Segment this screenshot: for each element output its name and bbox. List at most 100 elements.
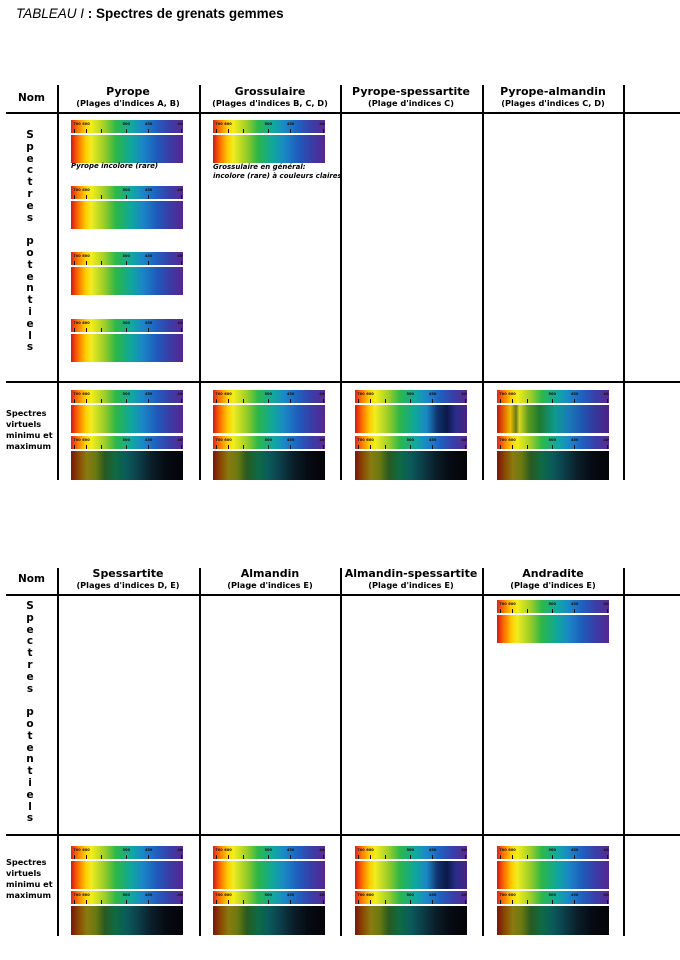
scale-label: 600 [82,893,90,897]
scale-label: 450 [144,188,153,192]
spectrum-band [213,450,325,480]
vertical-letter: t [27,647,33,660]
scale-label: 450 [286,893,295,897]
vertical-letter: e [26,670,34,683]
scale-label: 400 [603,438,609,442]
spectrum-band [213,860,325,889]
scale-label: 700 [357,893,365,897]
spectrum-band [71,860,183,889]
scale-label: 400 [177,254,183,258]
spectrum-band [71,134,183,163]
vertical-letter: t [27,294,33,307]
spectrum-band [213,404,325,433]
scale-label: 600 [82,254,90,258]
scale-label: 600 [82,848,90,852]
scale-label: 500 [122,254,131,258]
vertical-letter: r [27,658,33,671]
spectrum-band [497,860,609,889]
scale-label: 700 [215,438,223,442]
scale-label: 500 [406,438,415,442]
scale-label: 400 [603,893,609,897]
document-title: TABLEAU I : Spectres de grenats gemmes [16,6,284,21]
scale-label: 400 [177,848,183,852]
scale-label: 500 [122,848,131,852]
scale-label: 700 [73,438,81,442]
scale-label: 400 [177,392,183,396]
vertical-letter: t [27,176,33,189]
spectrum-band [71,200,183,229]
scale-label: 450 [570,438,579,442]
scale-label: 700 [499,392,507,396]
scale-label: 400 [319,438,325,442]
vertical-letter: s [26,211,34,224]
vertical-letter: i [28,776,32,789]
scale-label: 600 [508,602,516,606]
vertical-letter: o [26,717,34,730]
scale-label: 500 [122,321,131,325]
scale-label: 450 [428,438,437,442]
scale-label: 450 [428,392,437,396]
scale-label: 600 [508,392,516,396]
scale-label: 500 [548,893,557,897]
scale-label: 450 [286,392,295,396]
scale-label: 700 [357,848,365,852]
scale-label: 600 [224,848,232,852]
scale-label: 400 [461,438,467,442]
scale-label: 600 [508,848,516,852]
col-header-pyrope-spessartite: Pyrope-spessartite (Plage d'indices C) [352,85,470,109]
scale-label: 450 [286,122,295,126]
vertical-letter: e [26,623,34,636]
scale-label: 600 [508,438,516,442]
scale-label: 500 [122,893,131,897]
vertical-letter: e [26,152,34,165]
scale-label: 400 [177,188,183,192]
scale-label: 600 [224,392,232,396]
scale-label: 700 [73,254,81,258]
scale-label: 700 [73,188,81,192]
scale-label: 600 [82,392,90,396]
scale-label: 700 [499,438,507,442]
scale-label: 500 [548,602,557,606]
vertical-letter: s [26,682,34,695]
vertical-letter: S [26,129,34,141]
scale-label: 700 [215,122,223,126]
scale-label: 400 [603,392,609,396]
scale-label: 450 [428,893,437,897]
scale-label: 400 [177,321,183,325]
vertical-letter: t [27,258,33,271]
scale-label: 700 [499,602,507,606]
col-header-andradite: Andradite (Plage d'indices E) [510,567,596,591]
vertical-letter: s [26,812,34,825]
scale-label: 700 [357,392,365,396]
vertical-letter: e [26,788,34,801]
vertical-letter: c [26,635,34,648]
spectrum-band [497,450,609,480]
vertical-letter: n [26,282,34,295]
